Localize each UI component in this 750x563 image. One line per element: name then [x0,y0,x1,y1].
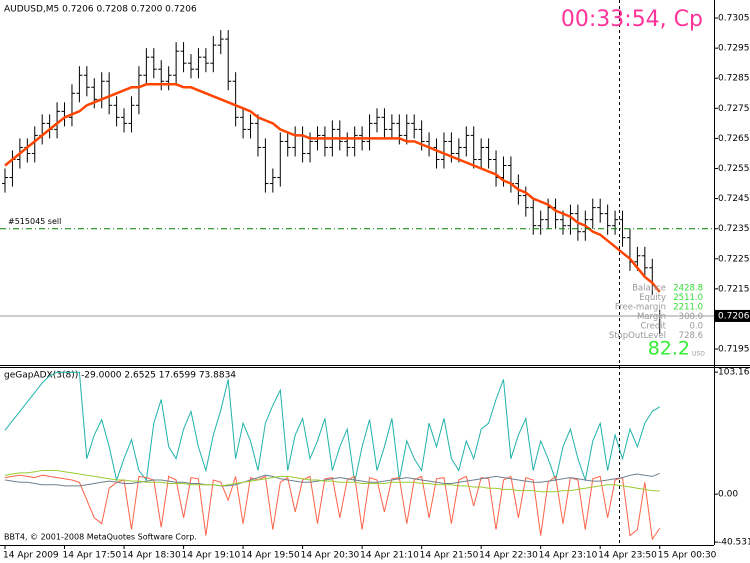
account-value: 2428.8 [673,284,703,294]
order-label: #515045 sell [8,217,61,226]
account-label: Balance [632,284,666,294]
y-tick-label: 0.7285 [718,74,750,84]
account-value: 728.6 [679,331,703,341]
account-value: 2511.0 [673,293,703,303]
y-tick-label: 0.7265 [718,134,750,144]
x-tick-label: 14 Apr 20:30 [301,551,360,561]
x-tick-label: 14 Apr 2009 [3,551,59,561]
indicator-title: geGapADX(3(8)) -29.0000 2.6525 17.6599 7… [4,371,236,381]
profit: 82.2 [648,338,690,360]
x-tick-label: 14 Apr 18:30 [122,551,181,561]
y-tick-label: -40.5316 [718,538,750,548]
current-price-box [715,309,750,322]
x-tick-label: 14 Apr 23:50 [598,551,657,561]
y-tick-label: 0.7195 [718,345,750,355]
account-label: Free-margin [615,303,666,313]
account-label: Equity [639,293,666,303]
current-price-label: 0.7206 [718,311,750,321]
account-value: 300.0 [679,312,703,322]
account-label: Credit [640,322,666,332]
y-tick-label: 0.7275 [718,104,750,114]
clock: 00:33:54, Cp [561,7,703,32]
y-tick-label: 0.7255 [718,164,750,174]
x-tick-label: 14 Apr 23:10 [539,551,598,561]
y-tick-label: 0.7295 [718,44,750,54]
x-tick-label: 14 Apr 19:50 [241,551,300,561]
x-tick-label: 14 Apr 22:30 [479,551,538,561]
account-value: 0.0 [689,322,703,332]
y-tick-label: 0.00 [718,490,738,500]
moving-average [4,83,661,293]
x-tick-label: 14 Apr 21:50 [420,551,479,561]
x-tick-label: 14 Apr 19:10 [182,551,241,561]
copyright: BBT4, © 2001-2008 MetaQuotes Software Co… [4,533,197,542]
y-tick-label: 0.7225 [718,254,750,264]
account-label: StopOutLevel [609,331,666,341]
x-tick-label: 14 Apr 17:50 [63,551,122,561]
account-label: Margin [637,312,666,322]
indicator-line [4,472,660,487]
y-tick-label: 0.7245 [718,194,750,204]
account-value: 2211.0 [673,303,703,313]
y-tick-label: 0.7305 [718,14,750,24]
chart-title: AUDUSD,M5 0.7206 0.7208 0.7200 0.7206 [4,5,197,15]
currency: USD [692,351,705,358]
y-tick-label: 0.7235 [718,224,750,234]
indicator-line [4,371,660,483]
x-tick-label: 15 Apr 00:30 [658,551,717,561]
indicator-line [4,470,660,493]
x-tick-label: 14 Apr 21:10 [360,551,419,561]
y-tick-label: 0.7215 [718,284,750,294]
y-tick-label: 103.1629 [718,368,750,378]
